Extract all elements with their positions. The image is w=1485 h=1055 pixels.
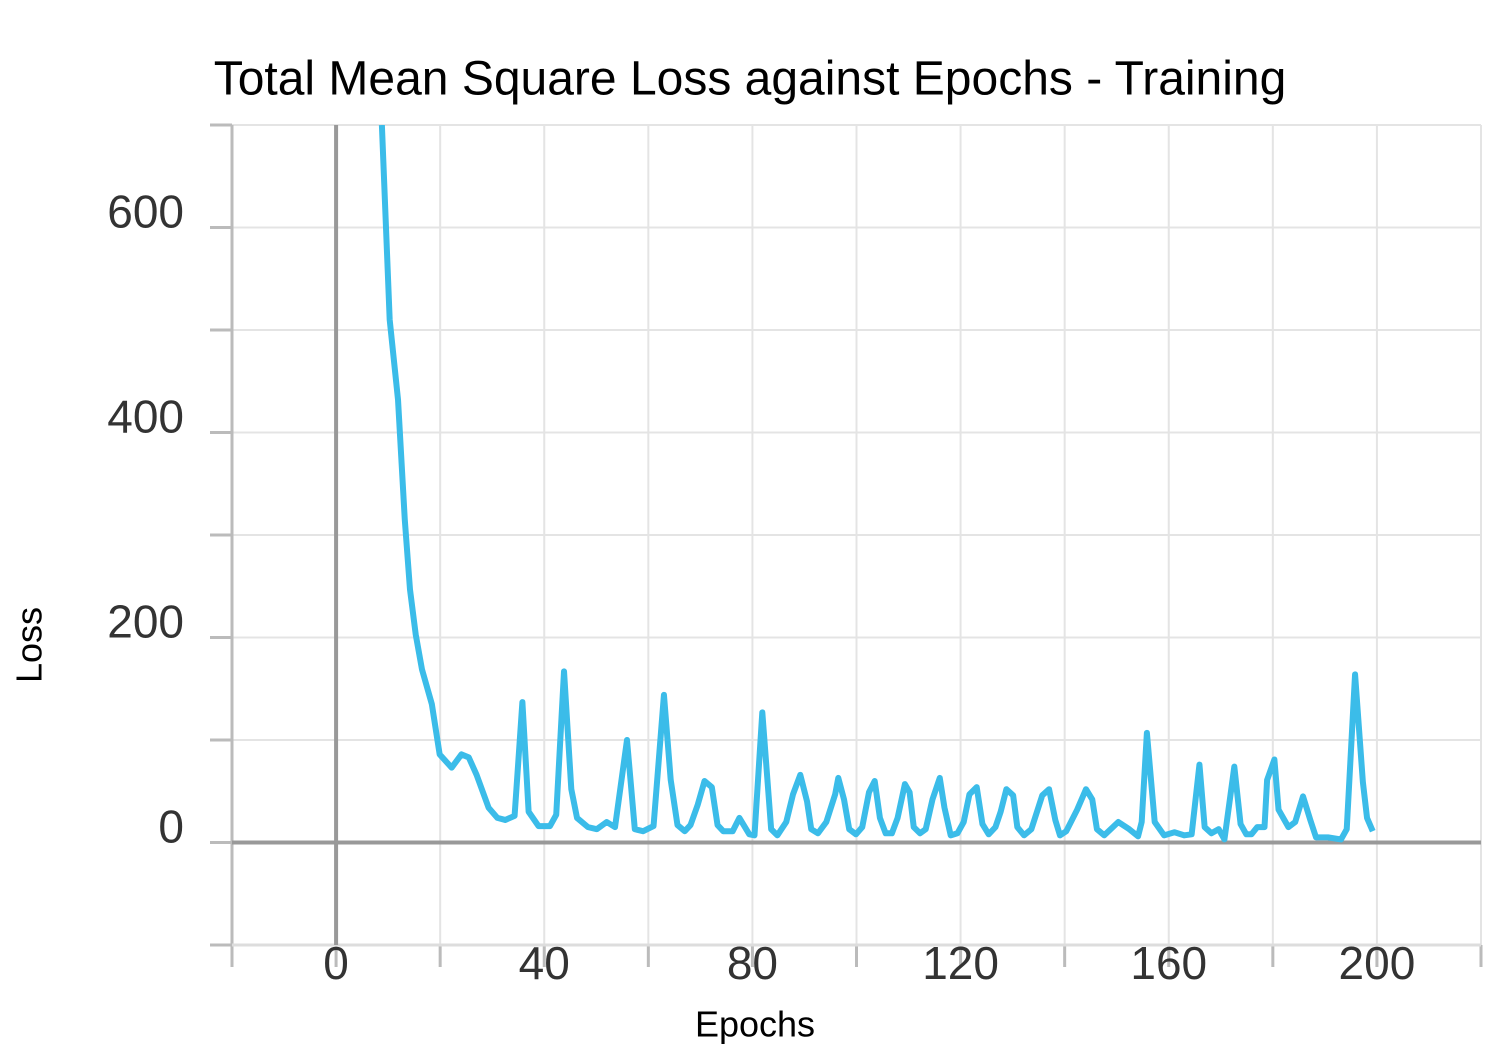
y-tick-label: 0 xyxy=(158,801,184,853)
y-tick-label: 200 xyxy=(107,596,184,648)
chart-title: Total Mean Square Loss against Epochs - … xyxy=(214,53,1287,106)
y-axis-label: Loss xyxy=(9,607,50,683)
y-tick-label: 600 xyxy=(107,186,184,238)
y-tick-label: 400 xyxy=(107,391,184,443)
x-axis-label: Epochs xyxy=(695,1004,815,1045)
loss-line xyxy=(378,125,1376,843)
